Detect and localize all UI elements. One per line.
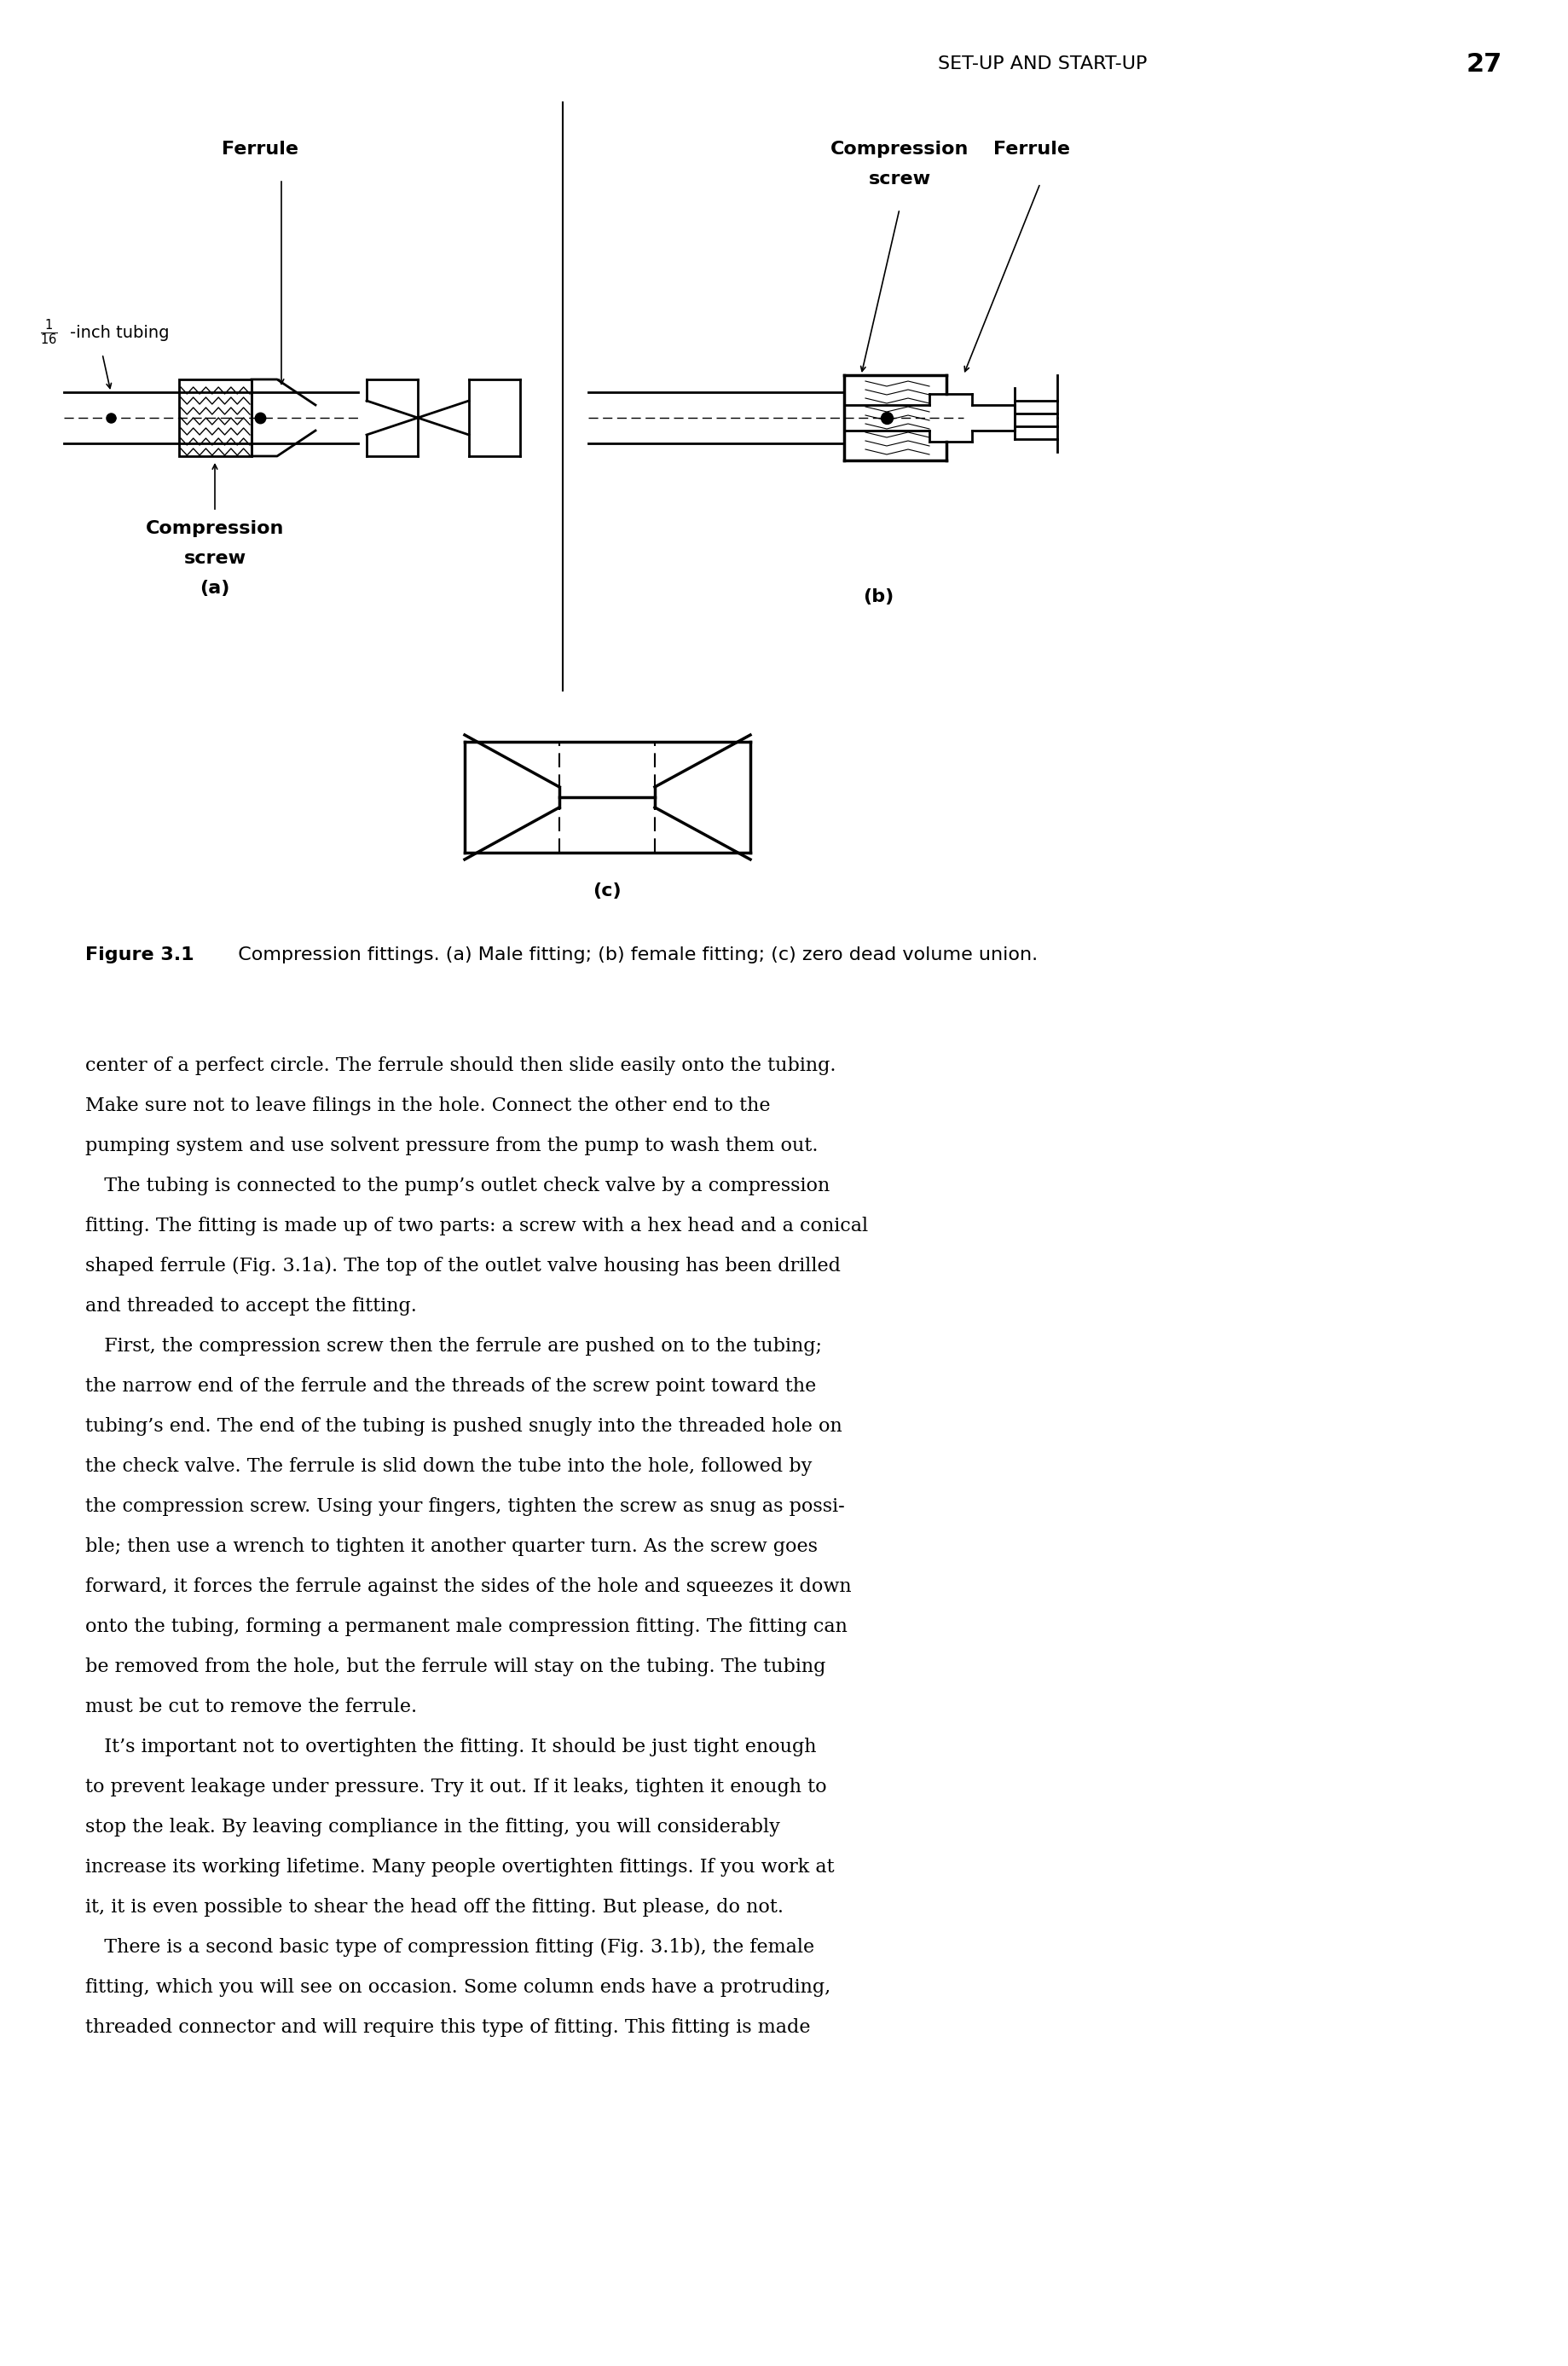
Text: (c): (c) [593,883,621,899]
Text: it, it is even possible to shear the head off the fitting. But please, do not.: it, it is even possible to shear the hea… [85,1898,782,1916]
Text: (a): (a) [199,580,230,596]
Text: Compression fittings. (a) Male fitting; (b) female fitting; (c) zero dead volume: Compression fittings. (a) Male fitting; … [226,946,1036,963]
Text: $\frac{1}{16}$: $\frac{1}{16}$ [41,317,58,348]
Text: screw: screw [867,170,930,187]
Text: to prevent leakage under pressure. Try it out. If it leaks, tighten it enough to: to prevent leakage under pressure. Try i… [85,1777,826,1796]
Text: (b): (b) [862,589,894,606]
Text: First, the compression screw then the ferrule are pushed on to the tubing;: First, the compression screw then the fe… [85,1337,822,1356]
Bar [179,379,251,457]
Text: Make sure not to leave filings in the hole. Connect the other end to the: Make sure not to leave filings in the ho… [85,1095,770,1114]
Text: increase its working lifetime. Many people overtighten fittings. If you work at: increase its working lifetime. Many peop… [85,1857,834,1876]
Text: be removed from the hole, but the ferrule will stay on the tubing. The tubing: be removed from the hole, but the ferrul… [85,1659,825,1675]
Text: shaped ferrule (Fig. 3.1a). The top of the outlet valve housing has been drilled: shaped ferrule (Fig. 3.1a). The top of t… [85,1256,840,1275]
Text: and threaded to accept the fitting.: and threaded to accept the fitting. [85,1297,417,1315]
Text: center of a perfect circle. The ferrule should then slide easily onto the tubing: center of a perfect circle. The ferrule … [85,1055,836,1074]
Text: fitting. The fitting is made up of two parts: a screw with a hex head and a coni: fitting. The fitting is made up of two p… [85,1216,867,1235]
Text: Figure 3.1: Figure 3.1 [85,946,194,963]
Text: tubing’s end. The end of the tubing is pushed snugly into the threaded hole on: tubing’s end. The end of the tubing is p… [85,1417,842,1436]
Text: pumping system and use solvent pressure from the pump to wash them out.: pumping system and use solvent pressure … [85,1136,817,1155]
Text: screw: screw [183,549,246,568]
Text: fitting, which you will see on occasion. Some column ends have a protruding,: fitting, which you will see on occasion.… [85,1978,829,1997]
Text: onto the tubing, forming a permanent male compression fitting. The fitting can: onto the tubing, forming a permanent mal… [85,1618,847,1637]
Text: The tubing is connected to the pump’s outlet check valve by a compression: The tubing is connected to the pump’s ou… [85,1176,829,1195]
Text: 27: 27 [1466,52,1502,76]
Text: the compression screw. Using your fingers, tighten the screw as snug as possi-: the compression screw. Using your finger… [85,1498,844,1517]
Text: Ferrule: Ferrule [221,140,298,159]
Text: SET-UP AND START-UP: SET-UP AND START-UP [938,54,1146,73]
Text: -inch tubing: -inch tubing [71,324,169,341]
Text: threaded connector and will require this type of fitting. This fitting is made: threaded connector and will require this… [85,2018,811,2037]
Text: stop the leak. By leaving compliance in the fitting, you will considerably: stop the leak. By leaving compliance in … [85,1817,779,1836]
Text: There is a second basic type of compression fitting (Fig. 3.1b), the female: There is a second basic type of compress… [85,1938,814,1957]
Text: must be cut to remove the ferrule.: must be cut to remove the ferrule. [85,1696,417,1715]
Text: Compression: Compression [146,521,284,537]
Text: Ferrule: Ferrule [993,140,1069,159]
Text: ble; then use a wrench to tighten it another quarter turn. As the screw goes: ble; then use a wrench to tighten it ano… [85,1538,817,1557]
Text: the narrow end of the ferrule and the threads of the screw point toward the: the narrow end of the ferrule and the th… [85,1377,815,1396]
Text: forward, it forces the ferrule against the sides of the hole and squeezes it dow: forward, it forces the ferrule against t… [85,1578,851,1597]
Text: It’s important not to overtighten the fitting. It should be just tight enough: It’s important not to overtighten the fi… [85,1737,815,1756]
Text: the check valve. The ferrule is slid down the tube into the hole, followed by: the check valve. The ferrule is slid dow… [85,1457,812,1476]
Text: Compression: Compression [829,140,967,159]
